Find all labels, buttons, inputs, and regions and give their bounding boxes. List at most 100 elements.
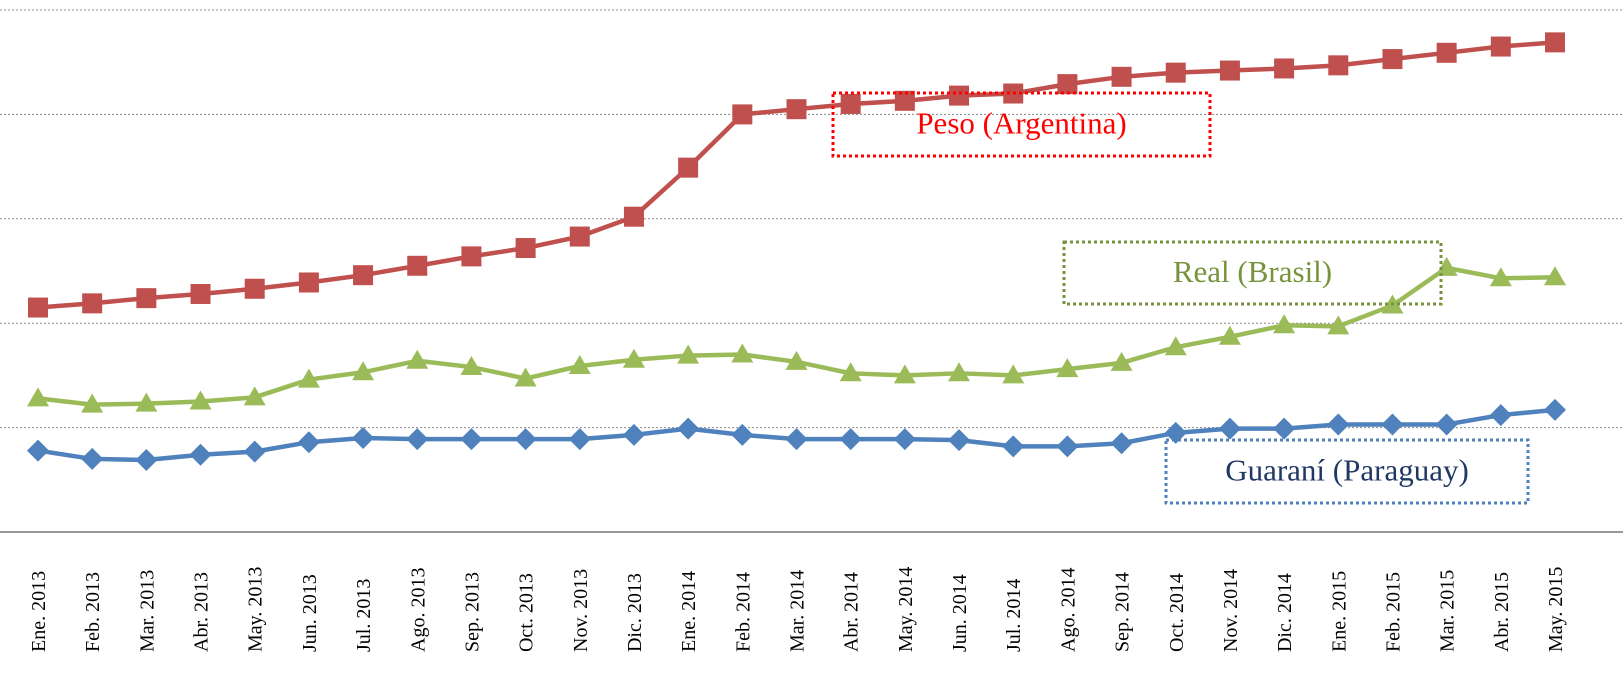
marker: [243, 386, 266, 406]
marker: [1110, 351, 1133, 371]
marker: [1490, 36, 1511, 57]
marker: [352, 361, 375, 381]
x-tick-label: Dic. 2013: [624, 573, 646, 652]
marker: [893, 428, 916, 451]
x-tick-label: Sep. 2013: [461, 572, 483, 652]
annotation-box: [1164, 438, 1530, 505]
x-tick-label: Abr. 2015: [1491, 572, 1513, 652]
marker: [894, 90, 915, 111]
marker: [785, 428, 808, 451]
marker: [515, 238, 536, 259]
series: [28, 32, 1565, 318]
marker: [297, 368, 320, 388]
marker: [1164, 336, 1187, 356]
x-tick-label: Ene. 2015: [1328, 571, 1350, 652]
marker: [81, 393, 104, 413]
x-tick-label: Nov. 2014: [1220, 569, 1242, 652]
marker: [1219, 60, 1240, 81]
marker: [1328, 55, 1349, 76]
marker: [243, 440, 266, 463]
marker: [1274, 58, 1295, 79]
x-tick-label: Mar. 2015: [1437, 570, 1459, 652]
marker: [731, 343, 754, 363]
series: [27, 256, 1566, 413]
x-tick-label: Oct. 2013: [516, 573, 538, 652]
series: [27, 398, 1566, 471]
marker: [1218, 417, 1241, 440]
marker: [1489, 404, 1512, 427]
x-tick-label: May. 2014: [895, 567, 917, 652]
marker: [568, 355, 591, 375]
x-tick-label: Dic. 2014: [1274, 573, 1296, 652]
x-tick-label: Feb. 2015: [1382, 572, 1404, 652]
marker: [568, 428, 591, 451]
marker: [839, 362, 862, 382]
x-tick-label: Jul. 2014: [1003, 579, 1025, 652]
marker: [839, 428, 862, 451]
x-tick-label: Jun. 2013: [299, 574, 321, 652]
marker: [28, 297, 48, 318]
marker: [677, 344, 700, 364]
marker: [135, 448, 158, 471]
marker: [1057, 74, 1078, 95]
marker: [461, 246, 482, 267]
marker: [1110, 432, 1133, 455]
x-tick-label: Nov. 2013: [570, 569, 592, 652]
x-tick-label: Ago. 2013: [407, 568, 429, 652]
marker: [1381, 413, 1404, 436]
marker: [406, 349, 429, 369]
marker: [81, 447, 104, 470]
marker: [1545, 32, 1565, 53]
marker: [731, 423, 754, 446]
marker: [407, 255, 428, 276]
marker: [786, 99, 807, 120]
x-tick-label: Oct. 2014: [1166, 573, 1188, 652]
x-tick-label: Mar. 2014: [787, 570, 809, 652]
x-tick-label: Mar. 2013: [136, 570, 158, 652]
marker: [189, 443, 212, 466]
annotation-box: [831, 91, 1212, 158]
marker: [82, 293, 103, 314]
marker: [1165, 62, 1186, 83]
marker: [297, 431, 320, 454]
marker: [514, 367, 537, 387]
marker: [840, 93, 861, 114]
x-tick-label: Ago. 2014: [1057, 568, 1079, 652]
marker: [1489, 267, 1512, 287]
marker: [569, 226, 590, 247]
marker: [1544, 266, 1566, 286]
series-label: Real (Brasil): [1173, 254, 1332, 289]
marker: [1327, 413, 1350, 436]
series-label: Peso (Argentina): [916, 106, 1126, 141]
x-tick-label: Ene. 2013: [28, 571, 50, 652]
x-tick-label: Sep. 2014: [1112, 572, 1134, 652]
marker: [893, 364, 916, 384]
marker: [622, 348, 645, 368]
marker: [1056, 435, 1079, 458]
x-tick-label: Feb. 2013: [82, 572, 104, 652]
marker: [189, 390, 212, 410]
x-tick-label: May. 2015: [1545, 567, 1567, 652]
marker: [135, 392, 158, 412]
marker: [406, 428, 429, 451]
marker: [1435, 256, 1458, 276]
marker: [27, 387, 49, 407]
x-tick-label: Jun. 2014: [949, 574, 971, 652]
marker: [1164, 421, 1187, 444]
marker: [732, 104, 753, 125]
marker: [244, 278, 265, 299]
x-tick-label: Abr. 2014: [841, 572, 863, 652]
marker: [1056, 358, 1079, 378]
marker: [1218, 325, 1241, 345]
x-tick-label: Feb. 2014: [732, 572, 754, 652]
x-tick-label: Jul. 2013: [353, 579, 375, 652]
marker: [948, 362, 971, 382]
marker: [27, 439, 49, 462]
marker: [190, 283, 211, 304]
marker: [1382, 49, 1403, 70]
marker: [1327, 315, 1350, 335]
marker: [1435, 413, 1458, 436]
marker: [514, 428, 537, 451]
marker: [136, 288, 157, 309]
